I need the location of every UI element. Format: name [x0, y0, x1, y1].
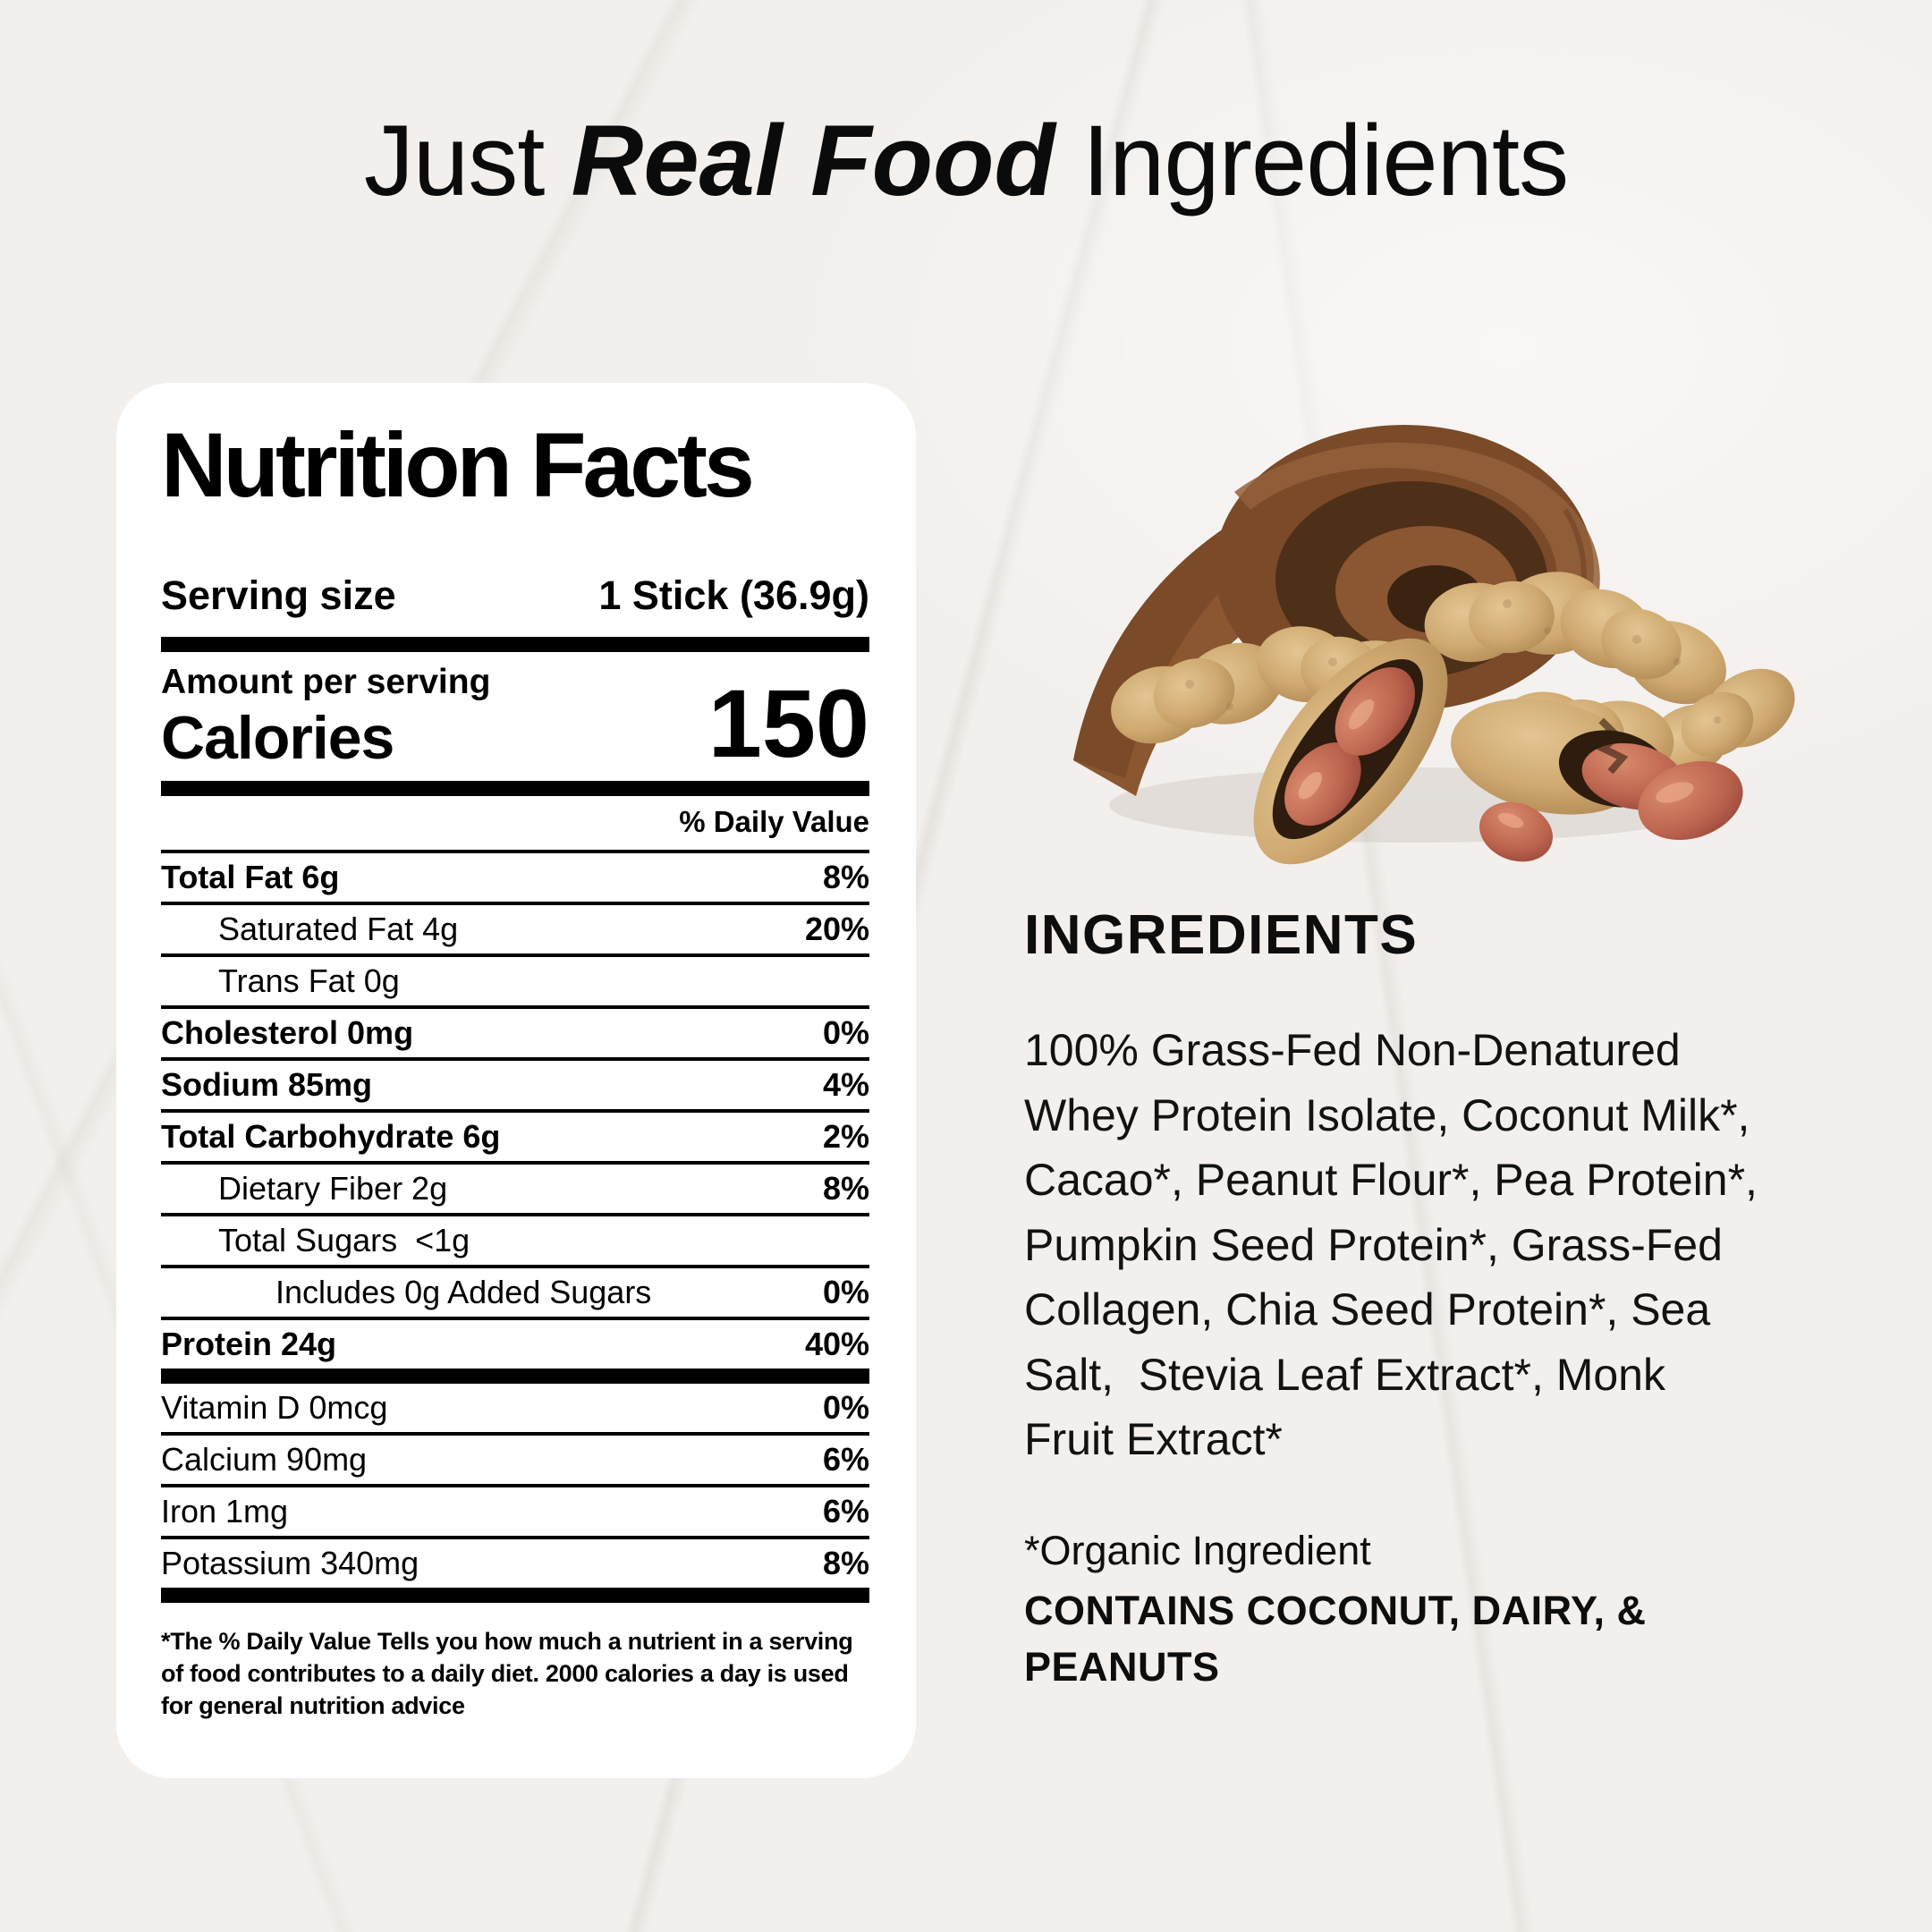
nutrition-row: Total Fat 6g 8% [161, 853, 869, 906]
organic-ingredient-note: *Organic Ingredient [1024, 1527, 1371, 1573]
nutrient-daily-value: 2% [822, 1118, 869, 1156]
serving-size-value: 1 Stick (36.9g) [598, 572, 869, 619]
ingredients-heading: INGREDIENTS [1024, 904, 1419, 966]
nutrient-daily-value: 40% [804, 1326, 869, 1363]
nutrition-row: Trans Fat 0g [161, 957, 869, 1010]
nutrition-facts-card: Nutrition Facts Serving size 1 Stick (36… [116, 383, 916, 1778]
nutrition-row: Vitamin D 0mcg 0% [161, 1384, 869, 1436]
chocolate-and-peanuts-image [1073, 425, 1795, 865]
calories-value: 150 [708, 669, 869, 778]
title-prefix: Just [363, 105, 572, 216]
amount-per-serving-label: Amount per serving [161, 663, 491, 702]
nutrition-row: Protein 24g 40% [161, 1320, 869, 1385]
nutrient-daily-value: 6% [822, 1493, 869, 1530]
nutrient-label: Total Carbohydrate 6g [161, 1118, 501, 1156]
nutrient-daily-value: 8% [822, 859, 869, 896]
ingredients-list: 100% Grass-Fed Non-Denatured Whey Protei… [1024, 1025, 1770, 1465]
nutrition-row: Total Carbohydrate 6g 2% [161, 1113, 869, 1165]
serving-size-label: Serving size [161, 572, 396, 619]
nutrient-label: Potassium 340mg [161, 1545, 419, 1582]
ingredients-section: INGREDIENTS 100% Grass-Fed Non-Denatured… [1024, 904, 1770, 1695]
nutrition-row: Calcium 90mg 6% [161, 1436, 869, 1488]
nutrient-daily-value: 8% [822, 1170, 869, 1208]
serving-size-row: Serving size 1 Stick (36.9g) [161, 572, 869, 619]
nutrient-daily-value: 4% [822, 1066, 869, 1104]
nutrition-row: Cholesterol 0mg 0% [161, 1009, 869, 1062]
nutrient-label: Total Sugars <1g [218, 1222, 470, 1259]
nutrition-row: Sodium 85mg 4% [161, 1061, 869, 1114]
nutrition-row: Includes 0g Added Sugars 0% [161, 1268, 869, 1321]
nutrient-daily-value: 8% [822, 1545, 869, 1582]
nutrient-daily-value: 0% [822, 1014, 869, 1052]
daily-value-footnote: *The % Daily Value Tells you how much a … [161, 1628, 853, 1719]
daily-value-header: % Daily Value [161, 796, 869, 854]
nutrient-label: Includes 0g Added Sugars [275, 1274, 652, 1311]
nutrient-label: Cholesterol 0mg [161, 1014, 414, 1052]
nutrition-row: Total Sugars <1g [161, 1216, 869, 1269]
nutrition-row: Iron 1mg 6% [161, 1487, 869, 1540]
nutrient-daily-value: 20% [804, 911, 869, 948]
nutrient-daily-value: 0% [822, 1389, 869, 1427]
nutrient-label: Trans Fat 0g [218, 962, 400, 1000]
nutrient-label: Protein 24g [161, 1326, 337, 1363]
allergen-note: CONTAINS COCONUT, DAIRY, & PEANUTS [1024, 1587, 1647, 1690]
nutrient-label: Calcium 90mg [161, 1441, 368, 1479]
title-suffix: Ingredients [1055, 105, 1569, 216]
nutrient-daily-value: 0% [822, 1274, 869, 1311]
nutrition-row: Potassium 340mg 8% [161, 1539, 869, 1604]
nutrient-label: Vitamin D 0mcg [161, 1389, 388, 1427]
calories-row: Amount per serving Calories 150 [161, 652, 869, 772]
nutrient-label: Iron 1mg [161, 1493, 289, 1530]
loose-peanut-kernels [1479, 760, 1743, 862]
title-emphasis: Real Food [571, 105, 1055, 216]
nutrient-label: Dietary Fiber 2g [218, 1170, 448, 1208]
thick-divider [161, 637, 869, 653]
nutrition-facts-heading: Nutrition Facts [161, 414, 755, 516]
nutrient-daily-value: 6% [822, 1441, 869, 1479]
calories-left-block: Amount per serving Calories [161, 652, 490, 772]
split-peanut-shell [1253, 638, 1448, 865]
page-title: Just Real Food Ingredients [0, 104, 1932, 219]
nutrient-label: Sodium 85mg [161, 1066, 373, 1104]
nutrition-row: Saturated Fat 4g 20% [161, 905, 869, 958]
calories-label: Calories [161, 704, 394, 773]
nutrient-label: Total Fat 6g [161, 859, 340, 896]
nutrition-rows: Total Fat 6g 8% Saturated Fat 4g 20% Trans F… [161, 853, 869, 1604]
nutrition-row: Dietary Fiber 2g 8% [161, 1165, 869, 1217]
nutrient-label: Saturated Fat 4g [218, 911, 459, 948]
thick-divider [161, 781, 869, 797]
